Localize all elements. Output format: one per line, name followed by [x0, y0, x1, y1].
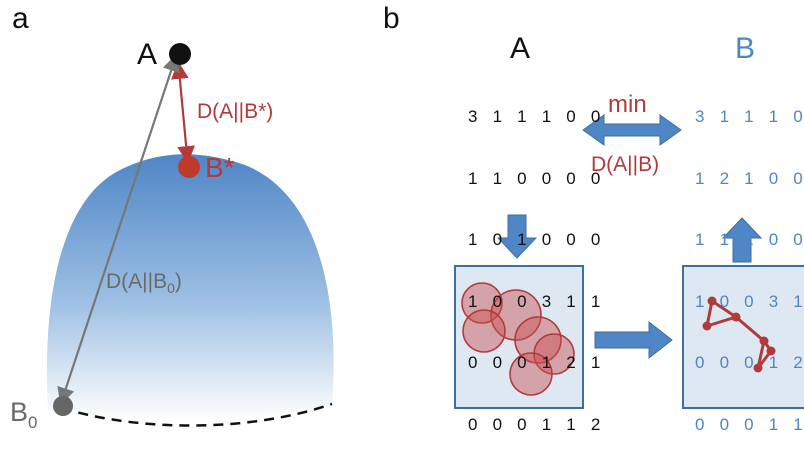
graph-box — [682, 265, 804, 409]
panel-a-label: a — [12, 2, 29, 35]
graph-node — [707, 296, 717, 306]
down-arrow — [496, 214, 538, 259]
overlapping-circles — [461, 282, 575, 396]
matrix-a: 3 1 1 1 0 0 1 1 0 0 0 0 1 0 1 0 0 0 1 0 … — [468, 66, 606, 456]
point-bstar-dot — [178, 156, 200, 178]
matrix-a-row: 0 0 0 1 2 1 — [468, 353, 606, 372]
divergence-ab-label: D(A||B) — [591, 153, 659, 176]
right-arrow — [594, 320, 673, 360]
min-label: min — [608, 91, 647, 118]
model-manifold-surface — [46, 154, 334, 421]
divergence-b0-label: D(A||B0) — [106, 270, 182, 296]
min-double-arrow — [582, 114, 682, 146]
point-b0-dot — [53, 396, 73, 416]
point-a-dot — [169, 43, 191, 65]
panel-b-label: b — [383, 2, 400, 35]
matrix-a-row: 1 0 1 0 0 0 — [468, 230, 606, 249]
graph-node — [702, 321, 712, 331]
matrix-b-row: 0 0 0 1 1 2 — [695, 414, 804, 434]
circle-4 — [514, 316, 562, 364]
matrix-b-row: 0 0 0 1 2 1 — [695, 353, 804, 372]
graph-node — [731, 312, 741, 322]
matrix-b-row: 1 0 0 3 1 1 — [695, 291, 804, 311]
circle-2 — [490, 289, 542, 341]
matrix-a-row: 0 0 0 1 1 2 — [468, 414, 606, 434]
matrix-b-row: 3 1 1 1 0 0 — [695, 107, 804, 126]
point-a-label: A — [137, 38, 157, 71]
manifold-boundary-dashed — [61, 402, 333, 427]
graph-nodes — [702, 296, 776, 373]
graph-node — [766, 346, 776, 356]
matrix-b: 3 1 1 1 0 0 1 2 1 0 0 0 1 1 2 0 0 0 1 0 … — [695, 66, 804, 456]
matrix-a-row: 1 1 0 0 0 0 — [468, 168, 606, 188]
matrix-b-row: 1 1 2 0 0 0 — [695, 230, 804, 249]
up-arrow — [721, 217, 763, 263]
divergence-bstar-label: D(A||B*) — [197, 100, 273, 123]
circle-6 — [509, 352, 553, 396]
point-b0-label: B0 — [10, 397, 37, 432]
arrow-a-to-bstar — [171, 61, 195, 164]
circle-3 — [462, 309, 506, 353]
matrix-a-row: 3 1 1 1 0 0 — [468, 107, 606, 126]
graph-node — [753, 363, 763, 373]
arrow-a-to-b0 — [57, 53, 180, 406]
panel-a-diagram: A B* D(A||B*) D(A||B0) B0 min D(A||B) — [10, 38, 804, 432]
matrix-a-row: 1 0 0 3 1 1 — [468, 291, 606, 311]
matrix-b-title: B — [735, 32, 756, 65]
matrix-a-title: A — [510, 32, 531, 65]
matrix-b-row: 1 2 1 0 0 0 — [695, 168, 804, 188]
point-bstar-label: B* — [205, 152, 235, 183]
graph-node — [759, 336, 769, 346]
